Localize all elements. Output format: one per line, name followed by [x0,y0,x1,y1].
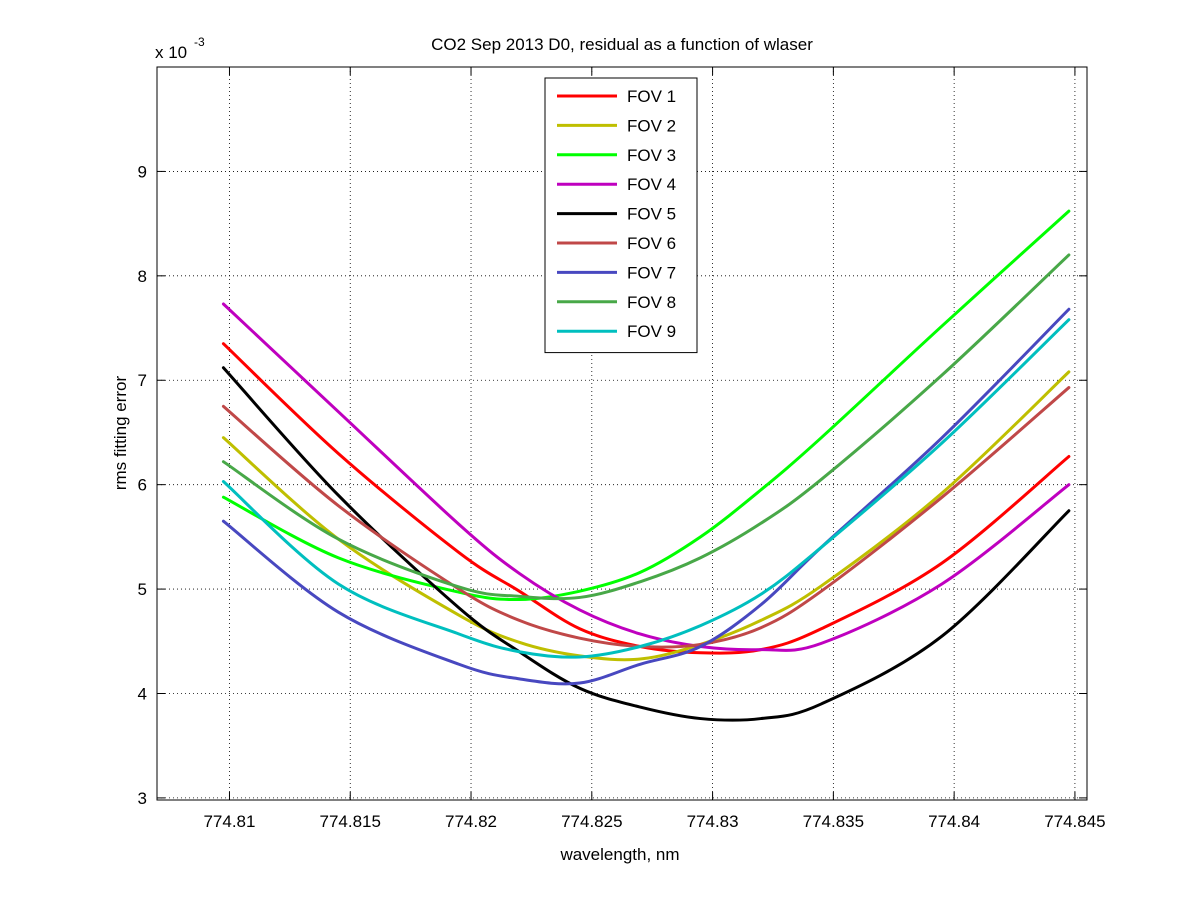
series-line-fov-9 [221,318,1071,659]
legend-label-fov-8: FOV 8 [627,293,676,312]
legend-label-fov-2: FOV 2 [627,116,676,135]
y-tick-label: 6 [138,476,147,495]
legend-label-fov-1: FOV 1 [627,87,676,106]
x-tick-label: 774.825 [561,812,622,831]
y-tick-label: 3 [138,789,147,808]
x-tick-label: 774.835 [803,812,864,831]
y-exponent-label: x 10 [155,43,187,62]
y-tick-label: 9 [138,162,147,181]
x-tick-label: 774.815 [320,812,381,831]
y-tick-label: 8 [138,267,147,286]
legend-label-fov-9: FOV 9 [627,322,676,341]
x-axis-label: wavelength, nm [559,845,679,864]
series-line-fov-4 [221,302,1071,652]
y-axis-label: rms fitting error [111,376,130,491]
x-tick-label: 774.82 [445,812,497,831]
x-tick-label: 774.81 [203,812,255,831]
x-tick-label: 774.845 [1044,812,1105,831]
series-line-fov-8 [221,253,1071,601]
y-tick-label: 4 [138,684,147,703]
series-line-fov-2 [221,370,1071,662]
legend-label-fov-5: FOV 5 [627,205,676,224]
y-exponent-power: -3 [194,35,205,49]
legend-label-fov-4: FOV 4 [627,175,676,194]
y-tick-label: 5 [138,580,147,599]
series-layer [221,209,1071,722]
ticks-layer: 774.81 774.815 774.82 774.825 774.83 774.835 7… [138,67,1106,831]
series-line-fov-7 [221,307,1071,686]
legend-label-fov-6: FOV 6 [627,234,676,253]
legend-label-fov-3: FOV 3 [627,146,676,165]
plot-frame [156,66,1088,801]
legend-label-fov-7: FOV 7 [627,263,676,282]
y-tick-label: 7 [138,371,147,390]
legend: FOV 1 FOV 2 FOV 3 FOV 4 FOV 5 FOV 6 FOV 7 FOV 8… [544,77,698,354]
chart-title: CO2 Sep 2013 D0, residual as a function … [431,35,813,54]
x-tick-label: 774.83 [687,812,739,831]
x-tick-label: 774.84 [928,812,980,831]
series-line-fov-5 [221,366,1071,722]
series-line-fov-3 [221,209,1071,602]
legend-box [544,77,698,354]
